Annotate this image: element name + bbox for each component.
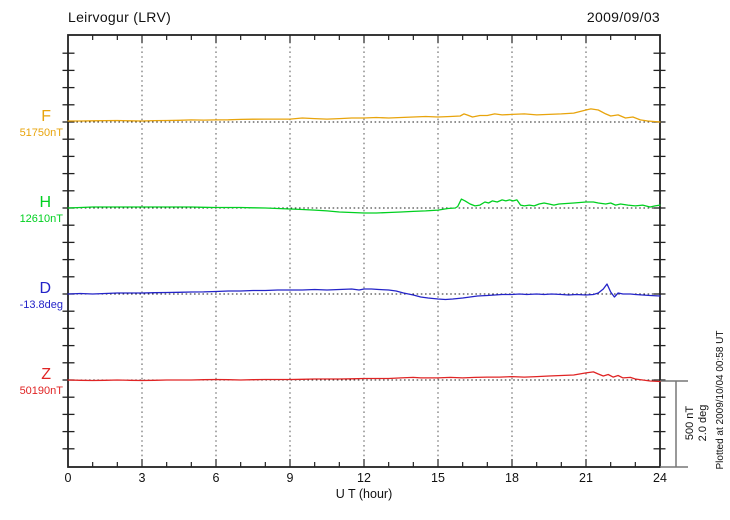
x-tick-label-6: 6	[212, 471, 220, 485]
x-tick-label-12: 12	[357, 471, 371, 485]
trace-letter-D: D	[39, 280, 51, 297]
trace-label-group-F: F 51750nT	[0, 108, 63, 140]
x-tick-label-24: 24	[653, 471, 667, 485]
x-tick-label-3: 3	[138, 471, 146, 485]
x-tick-label-15: 15	[431, 471, 445, 485]
trace-baseline-value-D: -13.8deg	[19, 299, 63, 311]
x-tick-label-18: 18	[505, 471, 519, 485]
scale-bar-label: 500 nT 2.0 deg	[684, 391, 710, 455]
x-tick-label-9: 9	[286, 471, 294, 485]
x-tick-label-21: 21	[579, 471, 593, 485]
trace-D	[67, 283, 661, 301]
page-title: Leirvogur (LRV)	[68, 9, 172, 25]
trace-baseline-value-Z: 50190nT	[19, 385, 63, 397]
trace-H	[67, 198, 661, 214]
trace-letter-Z: Z	[41, 366, 51, 383]
trace-letter-F: F	[41, 108, 51, 125]
date-label: 2009/09/03	[586, 9, 660, 25]
trace-baseline-value-H: 12610nT	[19, 213, 63, 225]
x-tick-label-0: 0	[64, 471, 72, 485]
trace-label-group-H: H 12610nT	[0, 194, 63, 226]
trace-baseline-value-F: 51750nT	[19, 127, 63, 139]
scale-bar-label-nt: 500 nT	[684, 405, 696, 441]
trace-F	[67, 108, 661, 123]
trace-label-group-D: D -13.8deg	[0, 280, 63, 312]
scale-bar-label-deg: 2.0 deg	[697, 404, 709, 442]
trace-label-group-Z: Z 50190nT	[0, 366, 63, 398]
x-axis-title: U T (hour)	[335, 487, 393, 501]
plotted-at-label: Plotted at 2009/10/04 00:58 UT	[715, 330, 726, 470]
trace-Z	[67, 371, 661, 383]
trace-letter-H: H	[39, 194, 51, 211]
